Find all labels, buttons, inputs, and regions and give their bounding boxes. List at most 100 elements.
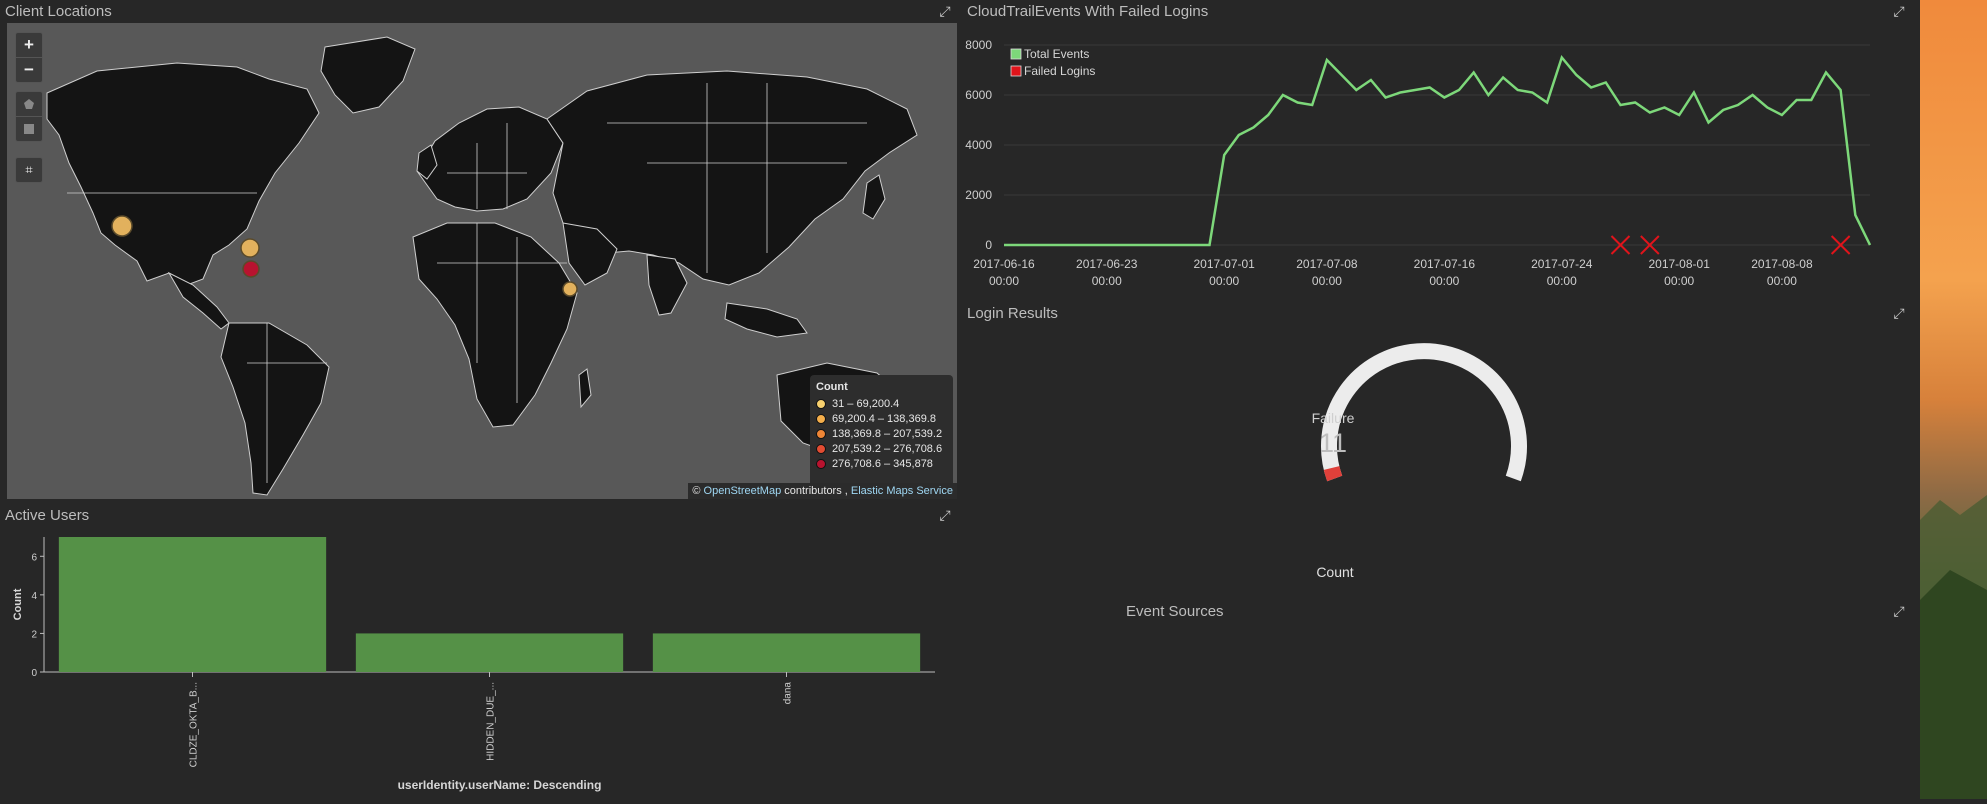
x-tick-label: CLDZE_OKTA_B... — [189, 682, 200, 767]
map-point-northeast-us[interactable] — [240, 238, 260, 258]
legend-item: 276,708.6 – 345,878 — [816, 456, 947, 471]
zoom-in-button[interactable]: + — [24, 35, 34, 54]
x-tick-label: dana — [783, 682, 794, 705]
legend-label: 69,200.4 – 138,369.8 — [832, 412, 936, 425]
legend-item: 207,539.2 – 276,708.6 — [816, 441, 947, 456]
x-tick-label: 00:00 — [1547, 274, 1577, 288]
legend-title: Count — [816, 381, 848, 393]
zoom-out-button[interactable]: − — [16, 57, 42, 82]
attribution-copyright: © — [692, 485, 701, 497]
openstreetmap-link[interactable]: OpenStreetMap — [703, 485, 782, 497]
legend-swatch — [1010, 65, 1022, 77]
world-map[interactable]: + − ⌗ Count 31 – 69,200.4 69,200.4 – 138,… — [7, 23, 957, 499]
x-tick-label: 2017-08-01 — [1648, 257, 1710, 271]
elastic-maps-link[interactable]: Elastic Maps Service — [850, 485, 953, 497]
x-tick-label: 00:00 — [1664, 274, 1694, 288]
y-tick-label: 8000 — [965, 38, 992, 52]
map-canvas — [7, 23, 957, 499]
y-axis-label: Count — [12, 588, 24, 620]
desktop-wallpaper — [1920, 0, 1987, 799]
map-point-west-us[interactable] — [111, 215, 133, 237]
legend-item: 31 – 69,200.4 — [816, 396, 947, 411]
x-tick-label: 2017-06-16 — [973, 257, 1035, 271]
legend-swatch — [816, 443, 826, 454]
x-axis-label: userIdentity.userName: Descending — [398, 778, 602, 792]
x-tick-label: 2017-08-08 — [1751, 257, 1813, 271]
event-sources-title: Event Sources — [1126, 603, 1224, 620]
gauge-track — [1321, 343, 1527, 482]
active-users-panel: Active Users ⤢ 0 2 4 6 Count CLDZE_OKTA_B... H… — [0, 504, 960, 799]
map-point-east-us[interactable] — [242, 260, 260, 278]
y-tick-label: 0 — [985, 238, 992, 252]
x-tick-label: 2017-07-16 — [1414, 257, 1476, 271]
cloudtrail-events-panel: CloudTrailEvents With Failed Logins ⤢ 0 2… — [962, 0, 1920, 300]
bar[interactable] — [58, 537, 327, 672]
failed-login-marker[interactable] — [1830, 235, 1851, 255]
failed-login-marker[interactable] — [1640, 235, 1660, 255]
attribution-contributors: contributors , — [784, 485, 848, 497]
bar[interactable] — [652, 633, 921, 672]
gauge-chart — [1321, 343, 1527, 482]
fit-bounds-button[interactable]: ⌗ — [15, 157, 43, 183]
legend-label: 276,708.6 – 345,878 — [832, 457, 933, 470]
x-tick-label: 00:00 — [989, 274, 1019, 288]
map-legend: Count 31 – 69,200.4 69,200.4 – 138,369.8 1… — [810, 375, 953, 491]
zoom-controls: + − — [15, 32, 43, 83]
legend-label: 138,369.8 – 207,539.2 — [832, 427, 943, 440]
x-tick-label: 00:00 — [1429, 274, 1459, 288]
legend-swatch — [816, 413, 826, 424]
y-tick-label: 6 — [31, 552, 37, 563]
gauge-axis-label: Count — [1316, 564, 1354, 580]
legend-item: 69,200.4 – 138,369.8 — [816, 411, 947, 426]
failed-login-marker[interactable] — [1610, 235, 1631, 255]
legend-swatch — [816, 428, 826, 439]
x-tick-label: 00:00 — [1312, 274, 1342, 288]
legend-swatch — [816, 398, 826, 409]
map-attribution: © OpenStreetMap contributors , Elastic M… — [688, 483, 957, 499]
legend-label: 31 – 69,200.4 — [832, 397, 900, 410]
draw-tools — [15, 91, 43, 142]
rectangle-icon — [24, 124, 34, 134]
legend-swatch — [1010, 48, 1022, 60]
legend-swatch — [816, 458, 826, 469]
y-tick-label: 4000 — [965, 138, 992, 152]
x-tick-label: 2017-07-08 — [1296, 257, 1358, 271]
y-tick-label: 4 — [31, 591, 37, 602]
x-tick-label: 00:00 — [1092, 274, 1122, 288]
expand-icon[interactable]: ⤢ — [1893, 3, 1905, 19]
event-sources-panel: Event Sources ⤢ — [962, 600, 1920, 799]
x-tick-label: 00:00 — [1767, 274, 1797, 288]
y-tick-label: 2 — [31, 629, 37, 640]
legend-label: 207,539.2 – 276,708.6 — [832, 442, 943, 455]
gauge-label: Failure — [1311, 410, 1355, 426]
x-tick-label: 2017-07-24 — [1531, 257, 1593, 271]
crop-icon: ⌗ — [25, 162, 33, 177]
legend-label[interactable]: Total Events — [1024, 47, 1089, 61]
expand-icon[interactable]: ⤢ — [939, 507, 951, 523]
line-chart[interactable]: 0 2000 4000 6000 8000 2017-06-16 00:00 2017-06-… — [962, 0, 1920, 300]
expand-icon[interactable]: ⤢ — [939, 3, 951, 19]
draw-polygon-button[interactable] — [16, 92, 42, 116]
bar-chart[interactable]: 0 2 4 6 Count CLDZE_OKTA_B... HIDDEN_DUE_... da… — [0, 504, 960, 799]
gauge-value: 11 — [1318, 428, 1348, 458]
y-tick-label: 0 — [31, 668, 37, 679]
series-line-total-events — [1004, 54, 1872, 247]
gauge-fill — [1323, 466, 1343, 482]
x-tick-label: 00:00 — [1209, 274, 1239, 288]
expand-icon[interactable]: ⤢ — [1893, 305, 1905, 321]
legend-item: 138,369.8 – 207,539.2 — [816, 426, 947, 441]
legend-label[interactable]: Failed Logins — [1024, 64, 1095, 78]
x-tick-label: 2017-07-01 — [1193, 257, 1255, 271]
client-locations-panel: Client Locations ⤢ — [0, 0, 960, 502]
polygon-icon — [24, 99, 34, 109]
map-point-middle-east[interactable] — [562, 281, 578, 297]
draw-rectangle-button[interactable] — [16, 116, 42, 141]
x-tick-label: 2017-06-23 — [1076, 257, 1138, 271]
cloudtrail-events-title: CloudTrailEvents With Failed Logins — [967, 3, 1209, 20]
login-results-panel: Login Results ⤢ Failure 11 Count — [962, 302, 1920, 598]
y-tick-label: 6000 — [965, 88, 992, 102]
expand-icon[interactable]: ⤢ — [1893, 603, 1905, 619]
bar[interactable] — [355, 633, 624, 672]
x-tick-label: HIDDEN_DUE_... — [486, 682, 497, 761]
login-results-title: Login Results — [967, 305, 1058, 322]
